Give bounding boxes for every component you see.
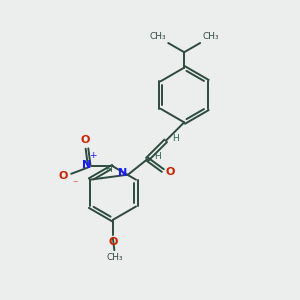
Text: CH₃: CH₃ [202,32,219,41]
Text: CH₃: CH₃ [106,253,123,262]
Text: O: O [81,135,90,145]
Text: O: O [166,167,175,177]
Text: ⁻: ⁻ [73,179,78,189]
Text: +: + [89,151,97,160]
Text: O: O [59,171,68,181]
Text: H: H [172,134,179,143]
Text: H: H [154,152,160,161]
Text: CH₃: CH₃ [149,32,166,41]
Text: N: N [82,160,91,170]
Text: O: O [108,237,118,247]
Text: H: H [105,165,112,174]
Text: N: N [118,169,127,178]
